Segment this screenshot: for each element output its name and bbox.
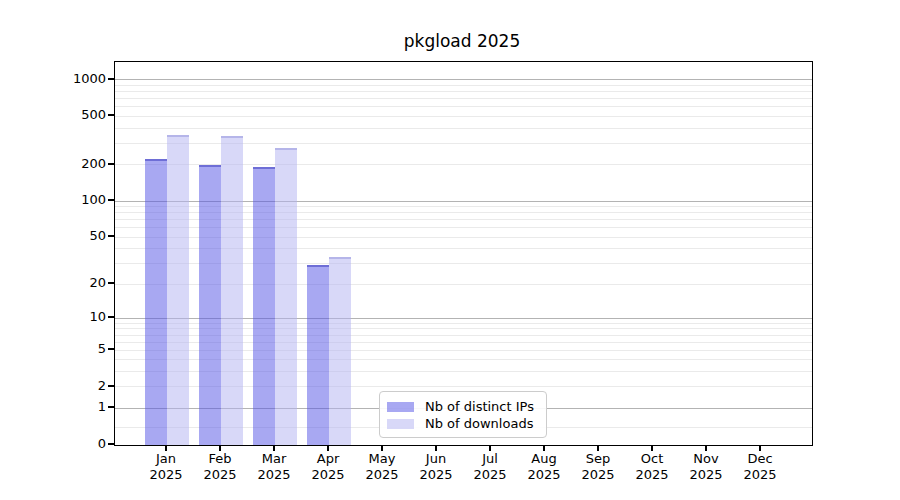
legend-item-downloads: Nb of downloads (387, 415, 542, 432)
chart-title: pkgload 2025 (312, 31, 612, 51)
y-tick-mark (108, 316, 114, 318)
y-tick-label: 2 (0, 378, 106, 394)
y-tick-label: 200 (0, 156, 106, 172)
plot-area (114, 61, 813, 446)
gridline-minor (115, 91, 812, 92)
gridline-minor (115, 98, 812, 99)
gridline-minor (115, 143, 812, 144)
y-tick-mark (108, 385, 114, 387)
bar-downloads (221, 136, 243, 445)
y-tick-mark (108, 163, 114, 165)
gridline-minor (115, 128, 812, 129)
y-tick-mark (108, 348, 114, 350)
y-tick-label: 5 (0, 341, 106, 357)
legend: Nb of distinct IPs Nb of downloads (379, 391, 547, 438)
gridline-minor (115, 116, 812, 117)
legend-swatch-downloads (387, 419, 414, 429)
y-tick-mark (108, 406, 114, 408)
bar-distinct-ips (145, 159, 167, 445)
gridline-major (115, 79, 812, 80)
bar-downloads (329, 257, 351, 445)
y-tick-mark (108, 443, 114, 445)
legend-item-distinct-ips: Nb of distinct IPs (387, 398, 542, 415)
gridline-minor (115, 85, 812, 86)
legend-label-downloads: Nb of downloads (425, 415, 533, 432)
y-tick-mark (108, 282, 114, 284)
y-tick-label: 1000 (0, 71, 106, 87)
y-tick-label: 50 (0, 228, 106, 244)
bar-distinct-ips (307, 265, 329, 445)
gridline-minor (115, 106, 812, 107)
bar-distinct-ips (253, 167, 275, 445)
y-tick-label: 1 (0, 399, 106, 415)
y-tick-label: 0 (0, 436, 106, 452)
y-tick-label: 500 (0, 107, 106, 123)
y-tick-label: 100 (0, 192, 106, 208)
legend-swatch-distinct-ips (387, 402, 414, 412)
y-tick-mark (108, 78, 114, 80)
y-tick-mark (108, 114, 114, 116)
y-tick-mark (108, 199, 114, 201)
y-tick-label: 20 (0, 275, 106, 291)
x-tick-label: Dec 2025 (728, 451, 792, 483)
bar-distinct-ips (199, 165, 221, 445)
plot-inner (115, 62, 812, 445)
figure: pkgload 2025 01251020501002005001000 Jan… (0, 0, 900, 500)
y-tick-label: 10 (0, 309, 106, 325)
bar-downloads (167, 135, 189, 445)
bar-downloads (275, 148, 297, 445)
legend-label-distinct-ips: Nb of distinct IPs (425, 398, 534, 415)
y-tick-mark (108, 235, 114, 237)
